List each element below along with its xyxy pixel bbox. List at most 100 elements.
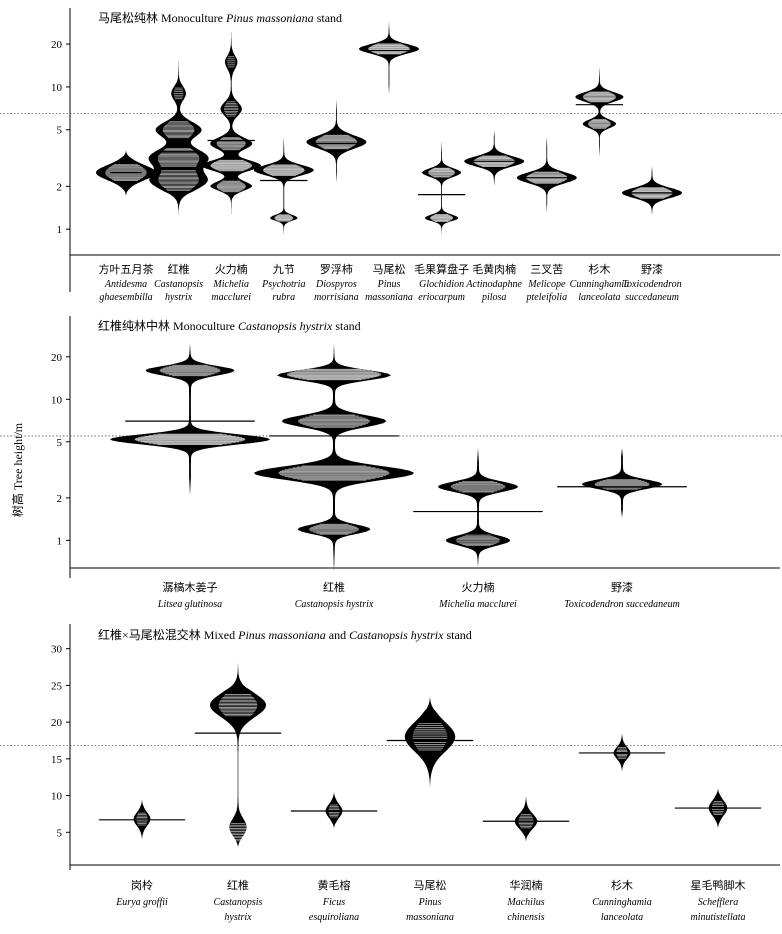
y-tick-label: 2 xyxy=(57,181,63,193)
violin-3: 黄毛榕 Ficus esquiroliana xyxy=(290,791,378,923)
category-label-cn: 九节 xyxy=(273,263,295,276)
category-label-latin: massoniana xyxy=(406,912,454,923)
y-tick-label: 20 xyxy=(51,352,63,364)
category-label-cn: 罗浮柿 xyxy=(320,262,353,276)
category-label-latin: lanceolata xyxy=(578,292,620,303)
category-label-latin: Eurya groffii xyxy=(115,897,168,908)
violin-3: 火力楠 Michelia macclurei xyxy=(413,448,543,610)
panel-title: 马尾松纯林 Monoculture Pinus massoniana stand xyxy=(98,11,342,25)
category-label-latin: pilosa xyxy=(481,292,506,303)
category-label-cn: 岗柃 xyxy=(131,878,153,892)
violin-1: 岗柃 Eurya groffii xyxy=(98,799,186,908)
violin-body xyxy=(438,448,518,567)
violin-1: 潺槁木姜子 Litsea glutinosa xyxy=(110,343,270,610)
panel-title: 红椎×马尾松混交林 Mixed Pinus massoniana and Cas… xyxy=(98,627,472,642)
category-label-cn: 野漆 xyxy=(611,581,633,594)
violin-5: 罗浮柿 Diospyros morrisiana xyxy=(306,99,367,303)
category-label-latin: Toxicodendron succedaneum xyxy=(564,599,680,610)
y-tick-label: 10 xyxy=(51,82,63,94)
category-label-latin: hystrix xyxy=(165,292,193,303)
violin-1: 方叶五月茶 Antidesma ghaesembilla xyxy=(96,150,156,303)
category-label-latin: Cunninghamia xyxy=(592,897,651,908)
category-label-cn: 红椎 xyxy=(323,580,345,594)
violin-body xyxy=(575,66,624,158)
category-label-cn: 毛果算盘子 xyxy=(414,262,469,276)
violin-2: 红椎 Castanopsis hystrix xyxy=(194,659,282,923)
y-tick-label: 1 xyxy=(57,224,63,236)
category-label-cn: 杉木 xyxy=(588,262,610,276)
category-label-latin: Actinodaphne xyxy=(465,279,522,290)
y-tick-label: 30 xyxy=(51,644,63,656)
y-tick-label: 20 xyxy=(51,717,63,729)
y-axis-label: 树高 Tree height/m xyxy=(10,422,25,517)
category-label-latin: lanceolata xyxy=(601,912,643,923)
violin-body xyxy=(422,140,462,236)
category-label-latin: minutistellata xyxy=(691,912,746,923)
category-label-latin: Pinus xyxy=(418,897,442,908)
violin-body xyxy=(582,448,662,518)
y-tick-label: 20 xyxy=(51,39,63,51)
category-label-latin: Antidesma xyxy=(104,279,147,290)
violin-4: 马尾松 Pinus massoniana xyxy=(386,696,474,923)
violin-8: 毛黄肉楠 Actinodaphne pilosa xyxy=(464,129,525,303)
category-label-cn: 华润楠 xyxy=(510,878,543,892)
y-tick-label: 25 xyxy=(51,680,63,692)
category-label-latin: massoniana xyxy=(365,292,413,303)
y-tick-label: 2 xyxy=(57,493,63,505)
category-label-cn: 方叶五月茶 xyxy=(99,262,154,276)
y-tick-label: 1 xyxy=(57,535,63,547)
violin-body xyxy=(325,791,343,829)
category-label-latin: Machilus xyxy=(506,897,544,908)
category-label-cn: 野漆 xyxy=(641,263,663,276)
category-label-latin: macclurei xyxy=(211,292,251,303)
violin-5: 华润楠 Machilus chinensis xyxy=(482,795,570,923)
category-label-latin: Glochidion xyxy=(419,279,464,290)
category-label-cn: 火力楠 xyxy=(215,262,248,276)
category-label-cn: 潺槁木姜子 xyxy=(163,580,218,594)
y-tick-label: 5 xyxy=(57,125,63,137)
violin-body xyxy=(110,343,270,495)
violin-9: 三叉苦 Melicope pteleifolia xyxy=(516,136,577,303)
category-label-latin: Litsea glutinosa xyxy=(157,599,222,610)
category-label-cn: 马尾松 xyxy=(373,262,406,276)
panel-2: 红椎纯林中林 Monoculture Castanopsis hystrix s… xyxy=(0,316,782,610)
category-label-latin: Diospyros xyxy=(315,279,357,290)
category-label-latin: Castanopsis xyxy=(154,279,203,290)
y-tick-label: 10 xyxy=(51,394,63,406)
category-label-latin: Melicope xyxy=(527,279,566,290)
category-label-cn: 马尾松 xyxy=(414,878,447,892)
category-label-latin: Castanopsis hystrix xyxy=(295,599,374,610)
violin-6: 马尾松 Pinus massoniana xyxy=(359,21,419,303)
violin-2: 红椎 Castanopsis hystrix xyxy=(254,343,414,610)
violin-2: 红椎 Castanopsis hystrix xyxy=(148,57,209,303)
category-label-latin: Ficus xyxy=(322,897,345,908)
category-label-latin: Cunninghamia xyxy=(570,279,629,290)
y-tick-label: 5 xyxy=(57,437,63,449)
panel-3: 红椎×马尾松混交林 Mixed Pinus massoniana and Cas… xyxy=(0,624,782,923)
category-label-latin: hystrix xyxy=(224,912,252,923)
violin-4: 九节 Psychotria rubra xyxy=(253,136,314,303)
y-tick-label: 10 xyxy=(51,791,63,803)
violin-4: 野漆 Toxicodendron succedaneum xyxy=(557,448,687,610)
category-label-cn: 火力楠 xyxy=(462,580,495,594)
violin-6: 杉木 Cunninghamia lanceolata xyxy=(578,733,666,923)
category-label-latin: Michelia macclurei xyxy=(438,599,517,610)
category-label-cn: 杉木 xyxy=(611,878,633,892)
category-label-latin: succedaneum xyxy=(625,292,679,303)
category-label-latin: pteleifolia xyxy=(526,292,568,303)
panel-title: 红椎纯林中林 Monoculture Castanopsis hystrix s… xyxy=(98,318,361,333)
category-label-latin: Psychotria xyxy=(261,279,305,290)
violin-body xyxy=(514,795,538,842)
category-label-latin: Toxicodendron xyxy=(622,279,681,290)
category-label-cn: 黄毛榕 xyxy=(318,878,351,892)
violin-11: 野漆 Toxicodendron succedaneum xyxy=(622,165,682,303)
category-label-latin: Pinus xyxy=(377,279,401,290)
category-label-latin: Castanopsis xyxy=(214,897,263,908)
violin-body xyxy=(201,27,262,218)
category-label-latin: rubra xyxy=(272,292,295,303)
category-label-cn: 三叉苦 xyxy=(530,263,563,276)
category-label-cn: 红椎 xyxy=(168,262,190,276)
violin-body xyxy=(359,21,419,95)
violin-7: 毛果算盘子 Glochidion eriocarpum xyxy=(414,140,469,303)
